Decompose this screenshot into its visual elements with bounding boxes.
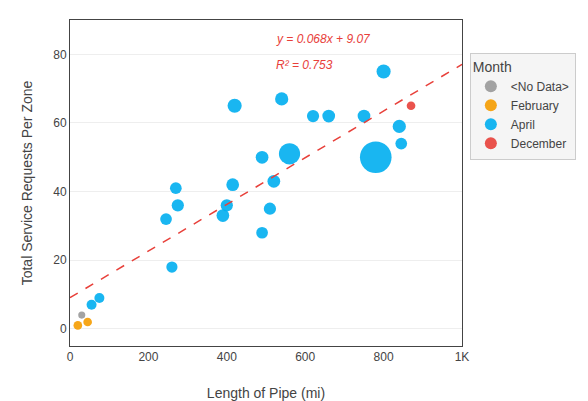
svg-text:0: 0 (60, 322, 67, 336)
svg-text:Total Service Requests Per Zon: Total Service Requests Per Zone (19, 80, 35, 285)
svg-text:Length of Pipe (mi): Length of Pipe (mi) (207, 385, 325, 401)
svg-text:0: 0 (67, 350, 74, 364)
svg-text:y = 0.068x + 9.07: y = 0.068x + 9.07 (276, 32, 371, 46)
svg-text:20: 20 (53, 253, 67, 267)
svg-text:60: 60 (53, 116, 67, 130)
svg-text:February: February (511, 99, 559, 113)
svg-text:1K: 1K (455, 350, 470, 364)
svg-text:400: 400 (217, 350, 237, 364)
svg-text:December: December (511, 137, 566, 151)
svg-text:200: 200 (138, 350, 158, 364)
svg-text:<No Data>: <No Data> (511, 80, 569, 94)
svg-text:Month: Month (473, 59, 512, 75)
svg-text:40: 40 (53, 185, 67, 199)
svg-text:800: 800 (374, 350, 394, 364)
svg-text:600: 600 (295, 350, 315, 364)
svg-text:R² = 0.753: R² = 0.753 (276, 58, 333, 72)
svg-text:April: April (511, 118, 535, 132)
svg-text:80: 80 (53, 48, 67, 62)
